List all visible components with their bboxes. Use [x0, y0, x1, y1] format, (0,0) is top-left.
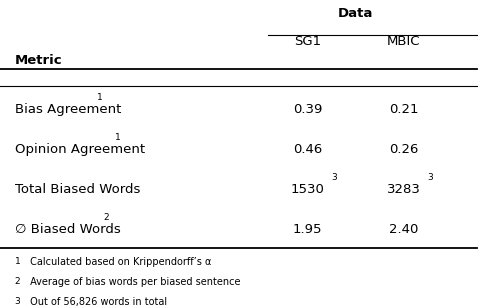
Text: 0.46: 0.46 — [293, 143, 322, 156]
Text: 3283: 3283 — [387, 183, 420, 196]
Text: 3: 3 — [427, 173, 433, 182]
Text: 1: 1 — [15, 257, 21, 266]
Text: Average of bias words per biased sentence: Average of bias words per biased sentenc… — [27, 277, 241, 287]
Text: Total Biased Words: Total Biased Words — [15, 183, 140, 196]
Text: Data: Data — [338, 7, 373, 20]
Text: MBIC: MBIC — [387, 35, 420, 48]
Text: Bias Agreement: Bias Agreement — [15, 103, 121, 116]
Text: Opinion Agreement: Opinion Agreement — [15, 143, 145, 156]
Text: ∅ Biased Words: ∅ Biased Words — [15, 223, 125, 236]
Text: 0.26: 0.26 — [389, 143, 418, 156]
Text: 2: 2 — [103, 213, 109, 222]
Text: 1.95: 1.95 — [293, 223, 322, 236]
Text: 3: 3 — [15, 297, 21, 306]
Text: 3: 3 — [331, 173, 337, 182]
Text: 0.21: 0.21 — [389, 103, 418, 116]
Text: 1: 1 — [97, 93, 103, 102]
Text: 1: 1 — [115, 133, 121, 142]
Text: Calculated based on Krippendorff’s α: Calculated based on Krippendorff’s α — [27, 257, 212, 267]
Text: Out of 56,826 words in total: Out of 56,826 words in total — [27, 297, 167, 307]
Text: 0.39: 0.39 — [293, 103, 322, 116]
Text: Metric: Metric — [15, 54, 62, 67]
Text: 2: 2 — [15, 277, 20, 286]
Text: 2.40: 2.40 — [389, 223, 418, 236]
Text: SG1: SG1 — [294, 35, 321, 48]
Text: 1530: 1530 — [291, 183, 324, 196]
